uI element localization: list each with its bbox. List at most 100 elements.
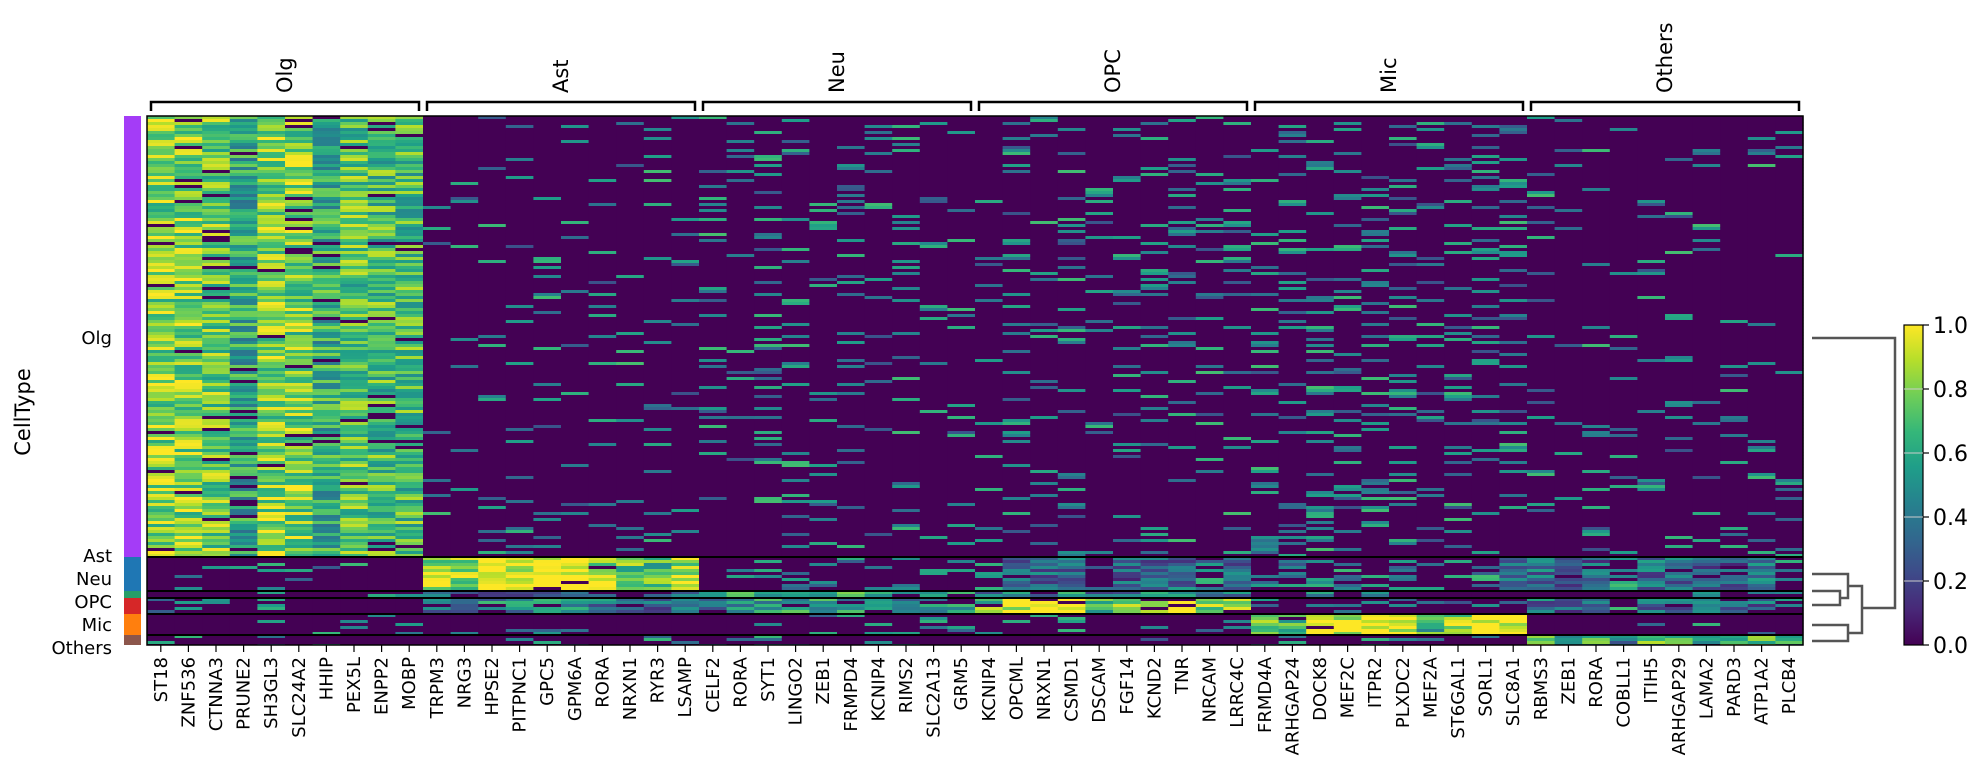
- heatmap-cell: [781, 212, 810, 216]
- heatmap-cell: [395, 629, 424, 633]
- heatmap-cell: [450, 368, 479, 372]
- heatmap-cell: [588, 598, 617, 602]
- heatmap-cell: [285, 594, 314, 598]
- heatmap-cell: [781, 557, 810, 561]
- heatmap-cell: [643, 362, 672, 366]
- heatmap-cell: [505, 632, 534, 636]
- heatmap-cell: [781, 245, 810, 249]
- heatmap-cell: [699, 392, 728, 396]
- heatmap-cell: [478, 398, 507, 402]
- heatmap-cell: [312, 284, 341, 288]
- heatmap-cell: [561, 116, 590, 120]
- heatmap-cell: [699, 236, 728, 240]
- heatmap-cell: [726, 503, 755, 507]
- heatmap-cell: [616, 146, 645, 150]
- heatmap-cell: [395, 530, 424, 534]
- heatmap-cell: [202, 353, 231, 357]
- heatmap-cell: [643, 305, 672, 309]
- heatmap-cell: [257, 359, 286, 363]
- heatmap-cell: [671, 227, 700, 231]
- heatmap-cell: [367, 155, 396, 159]
- heatmap-cell: [588, 155, 617, 159]
- heatmap-cell: [864, 485, 893, 489]
- heatmap-cell: [533, 173, 562, 177]
- heatmap-cell: [533, 200, 562, 204]
- heatmap-cell: [312, 509, 341, 513]
- heatmap-cell: [395, 416, 424, 420]
- heatmap-cell: [257, 368, 286, 372]
- heatmap-cell: [395, 437, 424, 441]
- heatmap-cell: [478, 329, 507, 333]
- heatmap-cell: [588, 464, 617, 468]
- heatmap-cell: [726, 224, 755, 228]
- heatmap-cell: [809, 578, 838, 582]
- heatmap-cell: [312, 230, 341, 234]
- heatmap-cell: [395, 308, 424, 312]
- heatmap-cell: [257, 377, 286, 381]
- heatmap-cell: [174, 470, 203, 474]
- heatmap-cell: [312, 428, 341, 432]
- heatmap-cell: [588, 601, 617, 605]
- heatmap-cell: [478, 389, 507, 393]
- heatmap-cell: [478, 182, 507, 186]
- heatmap-cell: [285, 191, 314, 195]
- heatmap-cell: [202, 323, 231, 327]
- heatmap-cell: [809, 554, 838, 558]
- heatmap-cell: [285, 266, 314, 270]
- heatmap-cell: [726, 290, 755, 294]
- heatmap-cell: [837, 368, 866, 372]
- heatmap-cell: [864, 218, 893, 222]
- heatmap-cell: [533, 239, 562, 243]
- heatmap-cell: [837, 176, 866, 180]
- heatmap-cell: [505, 629, 534, 633]
- heatmap-cell: [561, 467, 590, 471]
- heatmap-cell: [229, 575, 258, 579]
- heatmap-cell: [505, 440, 534, 444]
- heatmap-cell: [395, 497, 424, 501]
- heatmap-cell: [781, 311, 810, 315]
- heatmap-cell: [864, 536, 893, 540]
- heatmap-cell: [285, 173, 314, 177]
- heatmap-cell: [202, 410, 231, 414]
- heatmap-cell: [147, 197, 176, 201]
- heatmap-cell: [699, 332, 728, 336]
- heatmap-cell: [478, 260, 507, 264]
- heatmap-cell: [864, 233, 893, 237]
- heatmap-cell: [892, 598, 921, 602]
- heatmap-cell: [257, 239, 286, 243]
- heatmap-cell: [643, 119, 672, 123]
- heatmap-cell: [367, 473, 396, 477]
- heatmap-cell: [837, 395, 866, 399]
- heatmap-cell: [616, 383, 645, 387]
- heatmap-cell: [367, 632, 396, 636]
- heatmap-cell: [257, 224, 286, 228]
- heatmap-cell: [864, 461, 893, 465]
- heatmap-cell: [147, 548, 176, 552]
- heatmap-cell: [864, 278, 893, 282]
- heatmap-cell: [588, 416, 617, 420]
- heatmap-cell: [229, 215, 258, 219]
- heatmap-cell: [478, 320, 507, 324]
- heatmap-cell: [643, 419, 672, 423]
- heatmap-cell: [809, 413, 838, 417]
- heatmap-cell: [892, 494, 921, 498]
- heatmap-cell: [837, 194, 866, 198]
- heatmap-cell: [174, 557, 203, 561]
- heatmap-cell: [478, 545, 507, 549]
- heatmap-cell: [809, 170, 838, 174]
- heatmap-cell: [699, 191, 728, 195]
- heatmap-cell: [671, 155, 700, 159]
- heatmap-cell: [367, 551, 396, 555]
- heatmap-cell: [781, 161, 810, 165]
- heatmap-cell: [643, 485, 672, 489]
- heatmap-cell: [864, 557, 893, 561]
- heatmap-cell: [864, 254, 893, 258]
- heatmap-cell: [561, 320, 590, 324]
- heatmap-cell: [147, 440, 176, 444]
- heatmap-cell: [754, 601, 783, 605]
- heatmap-cell: [588, 209, 617, 213]
- heatmap-cell: [285, 161, 314, 165]
- heatmap-cell: [395, 311, 424, 315]
- heatmap-cell: [699, 152, 728, 156]
- heatmap-cell: [671, 557, 700, 561]
